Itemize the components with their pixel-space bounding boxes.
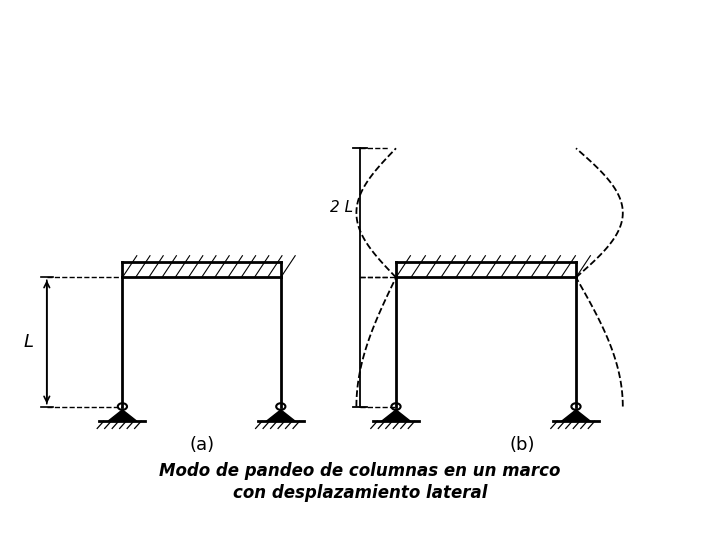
Text: 2 L: 2 L xyxy=(330,200,354,215)
Text: (a): (a) xyxy=(189,436,214,454)
Text: (b): (b) xyxy=(509,436,535,454)
Text: Programa de Apoyo a la Enseñanza de la Construcción en Acero: Programa de Apoyo a la Enseñanza de la C… xyxy=(112,514,469,524)
Polygon shape xyxy=(266,410,295,421)
Text: Modo de pandeo de columnas en un marco: Modo de pandeo de columnas en un marco xyxy=(159,462,561,480)
Text: ata: ata xyxy=(18,512,41,525)
Text: L: L xyxy=(24,333,34,351)
Text: COLUMNAS EN ESTRUCTURAS: COLUMNAS EN ESTRUCTURAS xyxy=(476,21,706,39)
Polygon shape xyxy=(108,410,137,421)
Polygon shape xyxy=(562,410,590,421)
Polygon shape xyxy=(382,410,410,421)
Text: cero: cero xyxy=(45,512,76,525)
Text: 9. Longitud efectiva: 9. Longitud efectiva xyxy=(11,17,309,43)
Text: con desplazamiento lateral: con desplazamiento lateral xyxy=(233,484,487,502)
